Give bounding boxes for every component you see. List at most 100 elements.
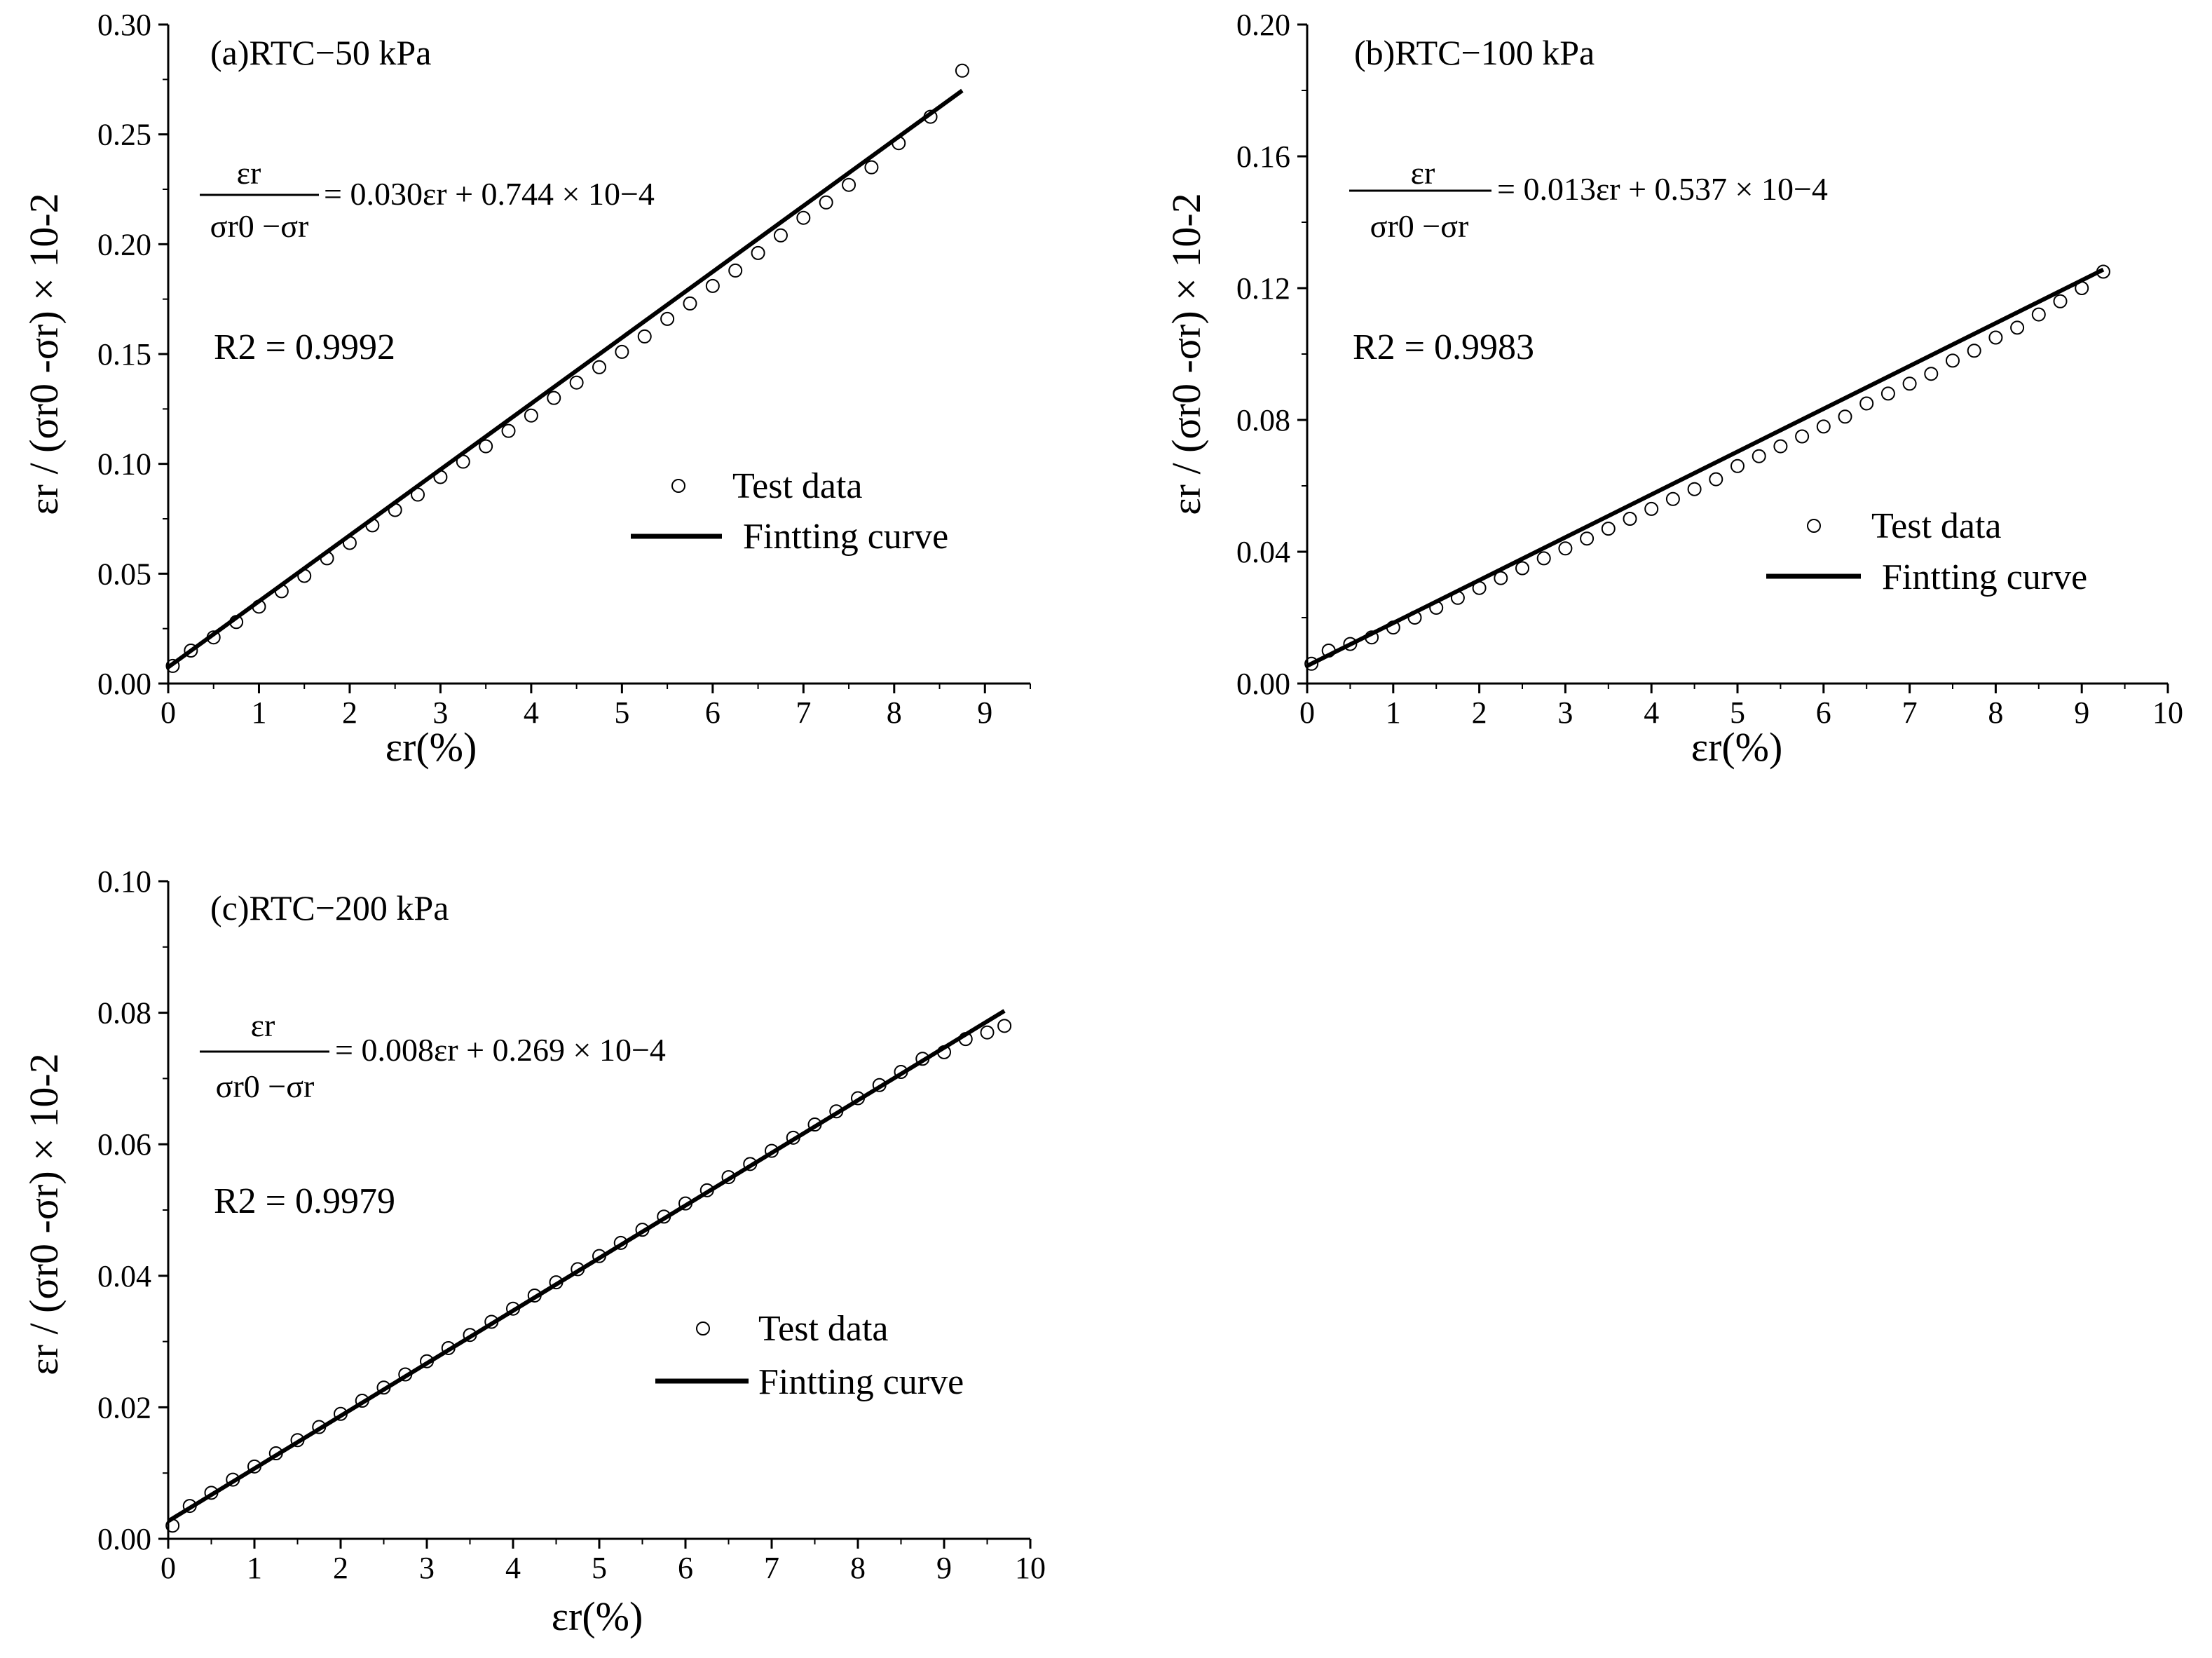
data-point xyxy=(1924,367,1939,381)
x-tick-label: 5 xyxy=(614,695,629,730)
equation: εr σr0 −σr = 0.008εr + 0.269 × 10−4 xyxy=(200,1007,666,1104)
y-tick-label: 0.20 xyxy=(97,227,151,261)
x-tick-label: 2 xyxy=(342,695,357,730)
x-tick-label: 7 xyxy=(764,1551,779,1585)
data-point xyxy=(637,329,652,344)
equation-denominator: σr0 −σr xyxy=(216,1068,315,1104)
data-point xyxy=(1795,429,1810,444)
data-point xyxy=(524,408,538,423)
data-point xyxy=(1838,409,1852,424)
x-tick-label: 4 xyxy=(505,1551,521,1585)
equation-numerator: εr xyxy=(237,155,261,191)
y-axis-title: εr / (σr0 -σr) × 10-2 xyxy=(21,1053,67,1375)
y-tick-label: 0.20 xyxy=(1236,8,1290,42)
data-point xyxy=(615,344,629,359)
data-point xyxy=(2053,294,2068,308)
x-tick-label: 9 xyxy=(936,1551,952,1585)
chart-panel-c: (c)RTC−200 kPa εr σr0 −σr = 0.008εr + 0.… xyxy=(21,864,1046,1639)
fitting-curve-line xyxy=(167,1009,1006,1523)
x-tick-label: 10 xyxy=(2152,695,2183,730)
data-point xyxy=(1304,656,1319,671)
x-tick-label: 9 xyxy=(2074,695,2089,730)
data-point xyxy=(728,263,743,278)
data-point xyxy=(1988,330,2003,345)
y-tick-label: 0.02 xyxy=(97,1390,151,1425)
x-tick-label: 3 xyxy=(1557,695,1573,730)
equation-rhs: = 0.030εr + 0.744 × 10−4 xyxy=(324,176,655,212)
y-axis-title: εr / (σr0 -σr) × 10-2 xyxy=(21,193,67,515)
data-point xyxy=(1665,491,1680,506)
legend-label-fitting-curve: Fintting curve xyxy=(1882,557,2087,597)
data-point xyxy=(660,311,675,326)
x-tick-label: 2 xyxy=(333,1551,348,1585)
y-tick-label: 0.04 xyxy=(97,1259,151,1293)
data-point xyxy=(1580,531,1595,546)
data-point xyxy=(796,210,811,225)
data-point xyxy=(1623,512,1637,526)
x-tick-label: 5 xyxy=(592,1551,607,1585)
fitting-curve-line xyxy=(1306,267,2105,668)
data-point xyxy=(1558,541,1573,556)
equation: εr σr0 −σr = 0.013εr + 0.537 × 10−4 xyxy=(1349,155,1828,244)
y-tick-label: 0.15 xyxy=(97,337,151,372)
y-tick-label: 0.16 xyxy=(1236,140,1290,174)
legend-label-fitting-curve: Fintting curve xyxy=(743,517,948,557)
x-tick-label: 6 xyxy=(1816,695,1831,730)
data-point xyxy=(1687,482,1702,496)
x-tick-label: 9 xyxy=(977,695,992,730)
legend: Test data Fintting curve xyxy=(631,466,948,557)
y-tick-label: 0.00 xyxy=(1236,667,1290,701)
equation-denominator: σr0 −σr xyxy=(210,208,309,244)
data-point xyxy=(819,195,833,210)
data-point xyxy=(842,177,856,192)
y-tick-label: 0.10 xyxy=(97,447,151,482)
data-point xyxy=(2010,320,2025,335)
data-point xyxy=(1752,449,1766,463)
data-point xyxy=(1343,637,1358,651)
data-point xyxy=(1946,353,1960,368)
y-tick-label: 0.12 xyxy=(1236,271,1290,306)
data-point xyxy=(184,644,198,658)
x-tick-label: 6 xyxy=(678,1551,693,1585)
equation: εr σr0 −σr = 0.030εr + 0.744 × 10−4 xyxy=(200,155,655,244)
x-axis-title: εr(%) xyxy=(385,724,477,770)
data-point xyxy=(683,296,697,311)
data-point xyxy=(479,439,493,454)
data-point xyxy=(2031,307,2046,322)
y-tick-label: 0.04 xyxy=(1236,535,1290,569)
panel-title: (c)RTC−200 kPa xyxy=(210,888,449,927)
x-tick-label: 7 xyxy=(1902,695,1918,730)
data-point xyxy=(1880,386,1895,401)
data-point xyxy=(773,228,788,243)
legend: Test data Fintting curve xyxy=(1766,506,2087,597)
x-tick-label: 1 xyxy=(251,695,266,730)
x-tick-label: 4 xyxy=(1644,695,1659,730)
data-point xyxy=(1644,501,1659,516)
data-point xyxy=(501,423,516,438)
x-tick-label: 8 xyxy=(887,695,902,730)
data-point xyxy=(1773,439,1788,454)
x-tick-label: 7 xyxy=(796,695,811,730)
data-point xyxy=(1967,344,1981,358)
data-point xyxy=(997,1019,1012,1033)
x-tick-label: 1 xyxy=(1386,695,1401,730)
legend-marker-circle xyxy=(696,1321,710,1336)
y-axis-title: εr / (σr0 -σr) × 10-2 xyxy=(1163,193,1209,515)
legend-marker-circle xyxy=(1807,519,1821,533)
data-point xyxy=(1601,522,1616,536)
data-point xyxy=(705,278,720,293)
x-tick-label: 0 xyxy=(161,1551,176,1585)
legend: Test data Fintting curve xyxy=(655,1309,964,1402)
y-tick-label: 0.10 xyxy=(97,864,151,899)
x-tick-label: 0 xyxy=(161,695,176,730)
panel-title: (b)RTC−100 kPa xyxy=(1354,33,1595,72)
fitting-curve-line xyxy=(167,88,964,670)
data-point xyxy=(569,375,584,390)
data-point xyxy=(751,245,765,260)
x-tick-label: 5 xyxy=(1730,695,1745,730)
y-tick-label: 0.06 xyxy=(97,1127,151,1162)
data-point xyxy=(1902,376,1917,391)
x-tick-label: 10 xyxy=(1015,1551,1046,1585)
x-tick-label: 8 xyxy=(850,1551,866,1585)
